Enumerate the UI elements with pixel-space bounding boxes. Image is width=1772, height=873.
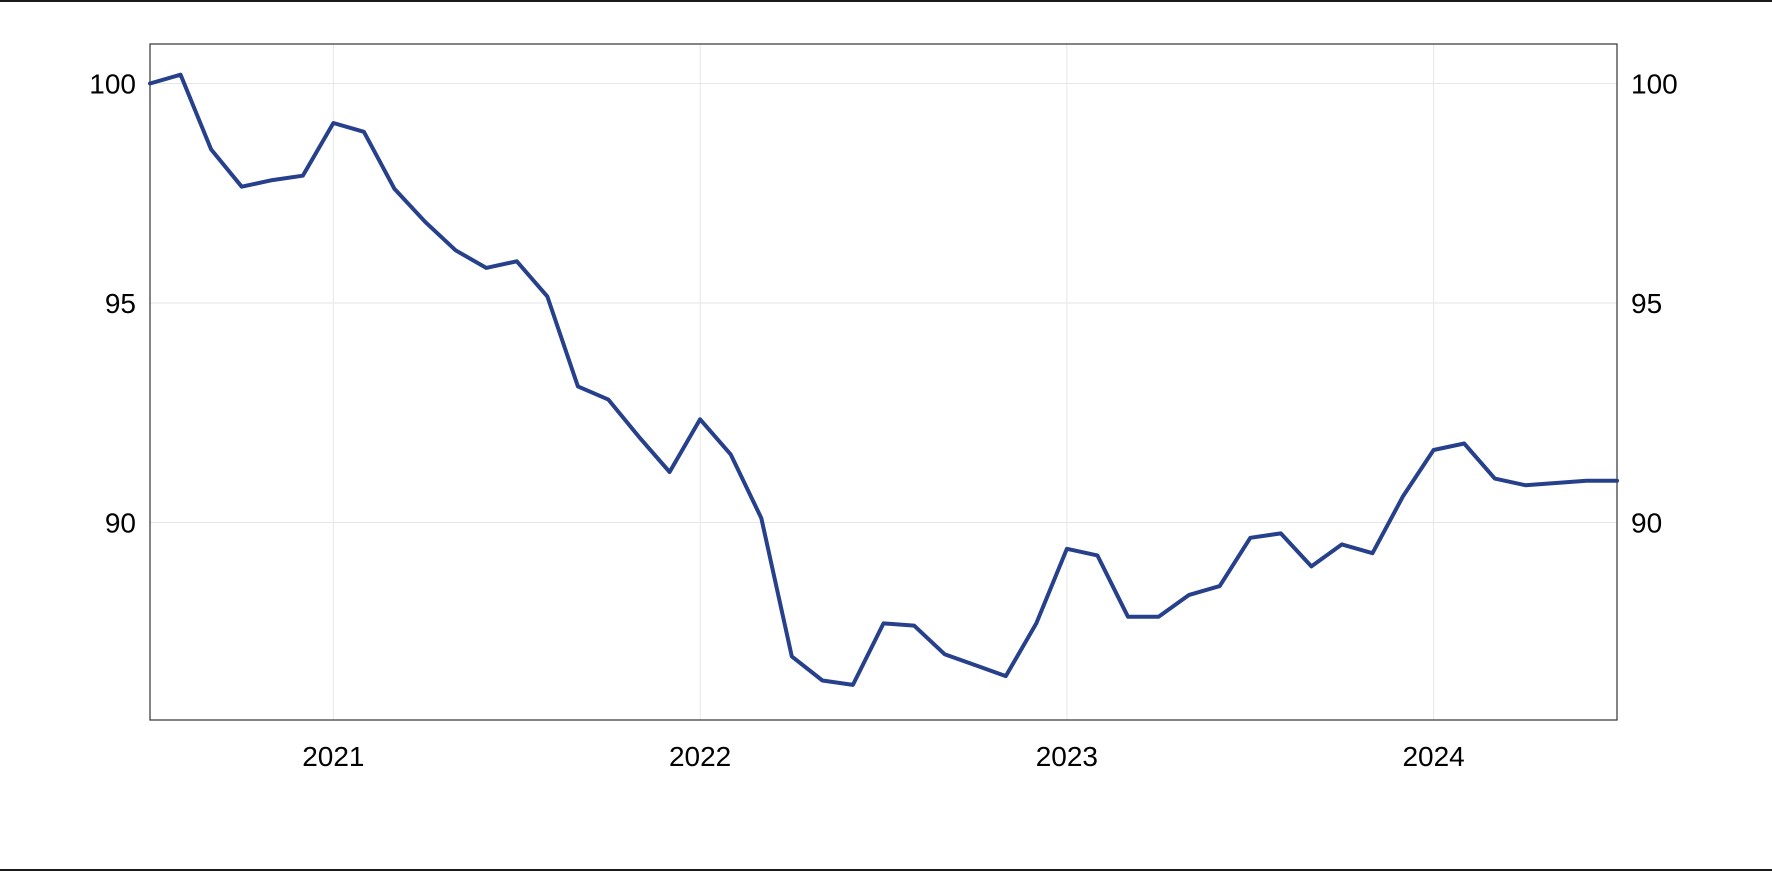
x-tick-label: 2024	[1402, 741, 1464, 772]
y-tick-label-left: 100	[89, 69, 136, 100]
y-tick-label-left: 95	[105, 288, 136, 319]
series-group	[148, 72, 1619, 687]
x-tick-label: 2022	[669, 741, 731, 772]
top-rule	[0, 0, 1772, 2]
bottom-rule	[0, 869, 1772, 871]
y-tick-label-right: 100	[1631, 69, 1678, 100]
y-tick-label-right: 95	[1631, 288, 1662, 319]
series-line	[148, 72, 1619, 687]
grid-lines	[150, 44, 1617, 720]
x-tick-label: 2021	[302, 741, 364, 772]
plot-frame	[149, 43, 1618, 721]
x-tick-label: 2023	[1036, 741, 1098, 772]
y-tick-label-left: 90	[105, 507, 136, 538]
tick-labels: 90 90 95 95 100 100 2021 2022 2023 2024	[89, 69, 1677, 772]
y-tick-label-right: 90	[1631, 507, 1662, 538]
